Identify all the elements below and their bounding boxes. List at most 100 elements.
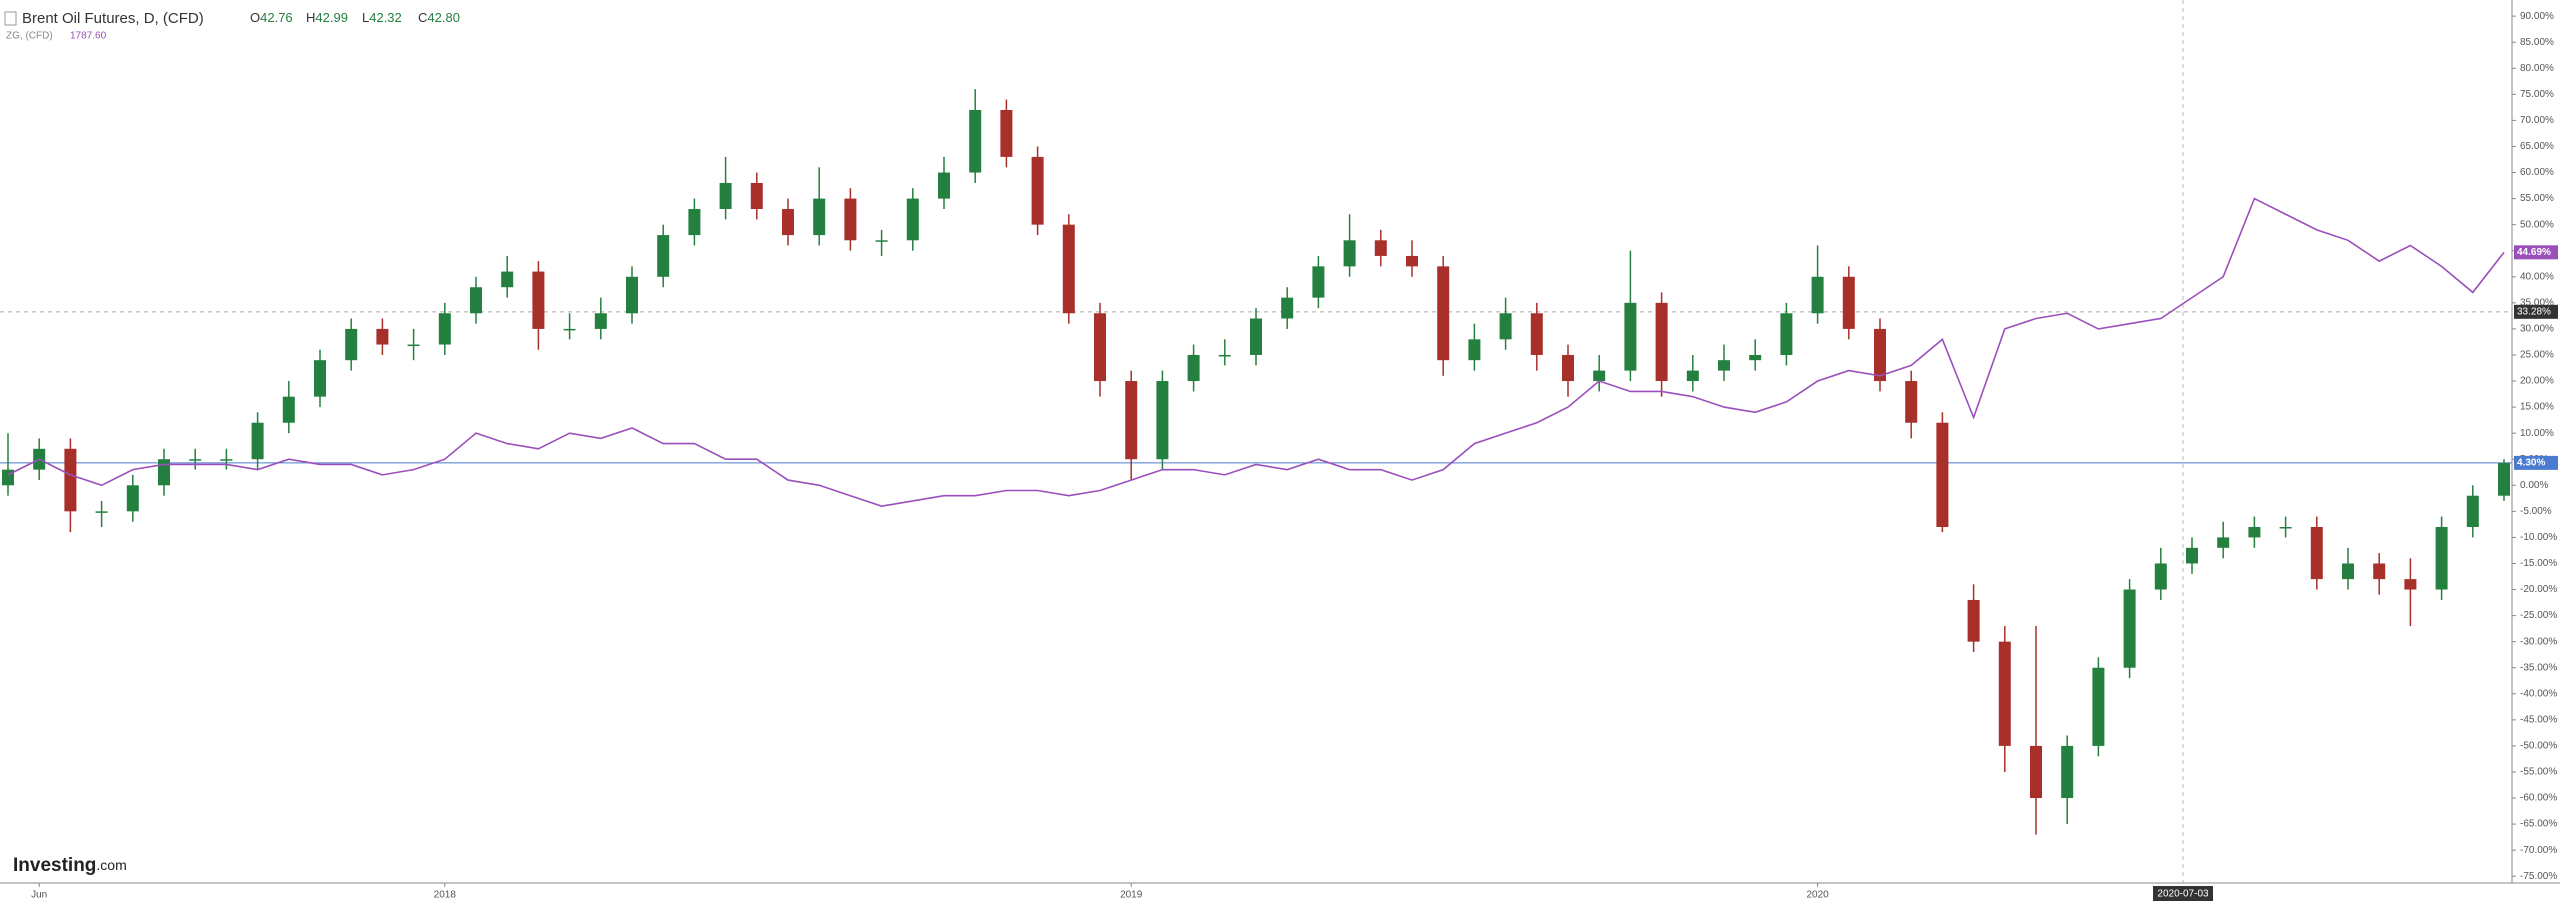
y-tick-label: 80.00% [2520,63,2554,74]
candle-body [1156,381,1169,460]
candle-body [1343,240,1356,267]
y-tick-label: -20.00% [2520,584,2557,595]
ohlc-item: H42.99 [306,10,348,25]
candle-body [844,198,857,241]
x-tick-label: 2018 [434,890,457,901]
ohlc-value: 42.76 [260,10,293,25]
ohlc-value: 42.80 [427,10,460,25]
candle-body [1905,381,1918,423]
candle-body [1530,313,1543,355]
candle-body [2310,526,2323,580]
y-tick-label: 40.00% [2520,271,2554,282]
candle-body [220,459,233,461]
candle-body [875,240,888,242]
candle-body [314,360,326,397]
candle-body [1374,240,1387,256]
candle-body [189,459,202,461]
candle-body [1624,302,1637,371]
candle-body [1062,224,1075,314]
y-tick-label: -55.00% [2520,767,2557,778]
y-tick-label: 85.00% [2520,37,2554,48]
crosshair-x-box [2153,886,2213,901]
candle-body [1218,354,1231,357]
ohlc-value: 42.32 [369,10,402,25]
candle-body [1749,354,1762,361]
y-tick-label: 75.00% [2520,89,2554,100]
candle-body [1842,276,1855,329]
candle-body [2404,579,2417,590]
candle-body [1468,339,1481,361]
candle-body [1655,302,1668,382]
candle-body [1406,255,1418,267]
candle-body [594,313,607,329]
candle-body [2373,563,2386,580]
crosshair-y-label: 33.28% [2517,306,2551,317]
candle-body [2061,745,2074,799]
x-tick-label: 2019 [1120,890,1143,901]
candle-body [1998,641,2011,746]
y-tick-label: -40.00% [2520,688,2557,699]
compare-name: ZG, (CFD) [6,31,53,42]
candle-body [1936,422,1949,527]
y-tick-label: -35.00% [2520,662,2557,673]
candle-body [532,271,545,329]
candle-body [2498,462,2510,496]
candle-body [1562,354,1574,382]
y-tick-label: -5.00% [2520,506,2552,517]
candle-body [906,198,919,241]
candle-body [1031,156,1044,225]
candle-body [438,313,451,345]
candle-body [1874,328,1886,382]
candle-body [1094,313,1106,382]
candle-body [1499,313,1512,340]
candle-body [158,459,170,486]
candle-body [1967,599,1980,642]
candle-body [126,485,139,512]
candle-body [282,396,295,423]
last-value-label: 44.69% [2517,247,2551,258]
line-series [7,197,2505,507]
candle-body [2342,563,2354,580]
candle-body [782,209,794,236]
y-tick-label: -15.00% [2520,558,2557,569]
y-tick-label: -60.00% [2520,793,2557,804]
y-tick-label: 55.00% [2520,193,2554,204]
y-tick-label: 50.00% [2520,219,2554,230]
ohlc-value: 42.99 [315,10,348,25]
ohlc-item: L42.32 [362,10,402,25]
y-tick-label: 60.00% [2520,167,2554,178]
candle-body [750,182,763,210]
x-tick-label: 2020 [1806,890,1829,901]
candle-body [501,271,514,288]
candle-body [345,328,358,361]
y-tick-label: -70.00% [2520,845,2557,856]
y-tick-label: 90.00% [2520,11,2554,22]
candle-body [95,511,108,513]
candle-body [2186,547,2198,564]
ohlc-key: L [362,10,369,25]
y-tick-label: -45.00% [2520,714,2557,725]
candle-body [1811,276,1824,314]
candle-body [2279,526,2292,529]
candle-body [1250,318,1262,355]
candle-body [1686,370,1699,382]
y-tick-label: 65.00% [2520,141,2554,152]
last-value-box [2514,245,2558,260]
candle-body [969,109,982,173]
y-tick-label: 20.00% [2520,376,2554,387]
candle-body [2123,589,2136,668]
candle-body [1593,370,1606,382]
candle-body [938,172,950,199]
candle-body [64,448,77,512]
candle-body [1718,360,1730,371]
y-tick-label: -30.00% [2520,636,2557,647]
crosshair-y-box [2514,304,2558,319]
compare-value: 1787.60 [70,31,107,42]
logo-text: Investing [13,855,96,876]
title-icon [4,11,17,26]
candle-body [251,422,264,460]
crosshair-x-label: 2020-07-03 [2157,889,2209,900]
ohlc-key: O [250,10,260,25]
